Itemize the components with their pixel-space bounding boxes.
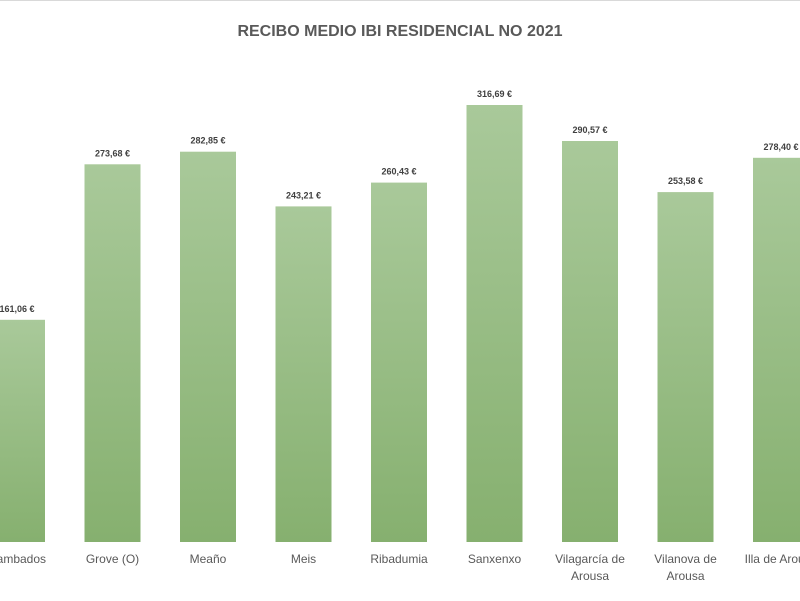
value-label-2: 282,85 €	[190, 136, 225, 146]
value-label-6: 290,57 €	[572, 125, 607, 135]
chart-title: RECIBO MEDIO IBI RESIDENCIAL NO 2021	[237, 23, 563, 40]
bar-4	[371, 182, 427, 542]
category-label-6-line-0: Vilagarcía de	[555, 552, 625, 566]
bar-0	[0, 319, 45, 542]
bar-2	[180, 151, 236, 542]
value-label-0: 161,06 €	[0, 304, 35, 314]
value-label-8: 278,40 €	[763, 142, 798, 152]
category-label-0: Cambados	[0, 552, 46, 566]
category-label-7-line-0: Vilanova de	[654, 552, 717, 566]
category-label-4: Ribadumia	[370, 552, 428, 566]
bar-5	[466, 105, 523, 542]
value-labels-layer: 161,06 € 273,68 € 282,85 € 243,21 € 260,43 €…	[0, 89, 799, 314]
category-label-6-line-1: Arousa	[571, 569, 609, 583]
category-label-1: Grove (O)	[86, 552, 139, 566]
category-label-8: Illa de Arousa	[745, 552, 800, 566]
bars-layer	[0, 105, 800, 543]
category-label-3: Meis	[291, 552, 316, 566]
value-label-1: 273,68 €	[95, 148, 130, 158]
value-label-4: 260,43 €	[381, 167, 416, 177]
bar-8	[753, 157, 800, 543]
value-label-3: 243,21 €	[286, 190, 321, 200]
bar-6	[562, 141, 618, 542]
category-labels-layer: Cambados Grove (O) Meaño Meis Ribadumia Sanxe…	[0, 552, 800, 583]
value-label-7: 253,58 €	[668, 176, 703, 186]
category-label-2: Meaño	[190, 552, 227, 566]
bar-1	[84, 164, 141, 543]
value-label-5: 316,69 €	[477, 89, 512, 99]
category-label-7-line-1: Arousa	[666, 569, 704, 583]
bar-3	[275, 206, 332, 542]
category-label-5: Sanxenxo	[468, 552, 522, 566]
bar-7	[657, 192, 714, 542]
